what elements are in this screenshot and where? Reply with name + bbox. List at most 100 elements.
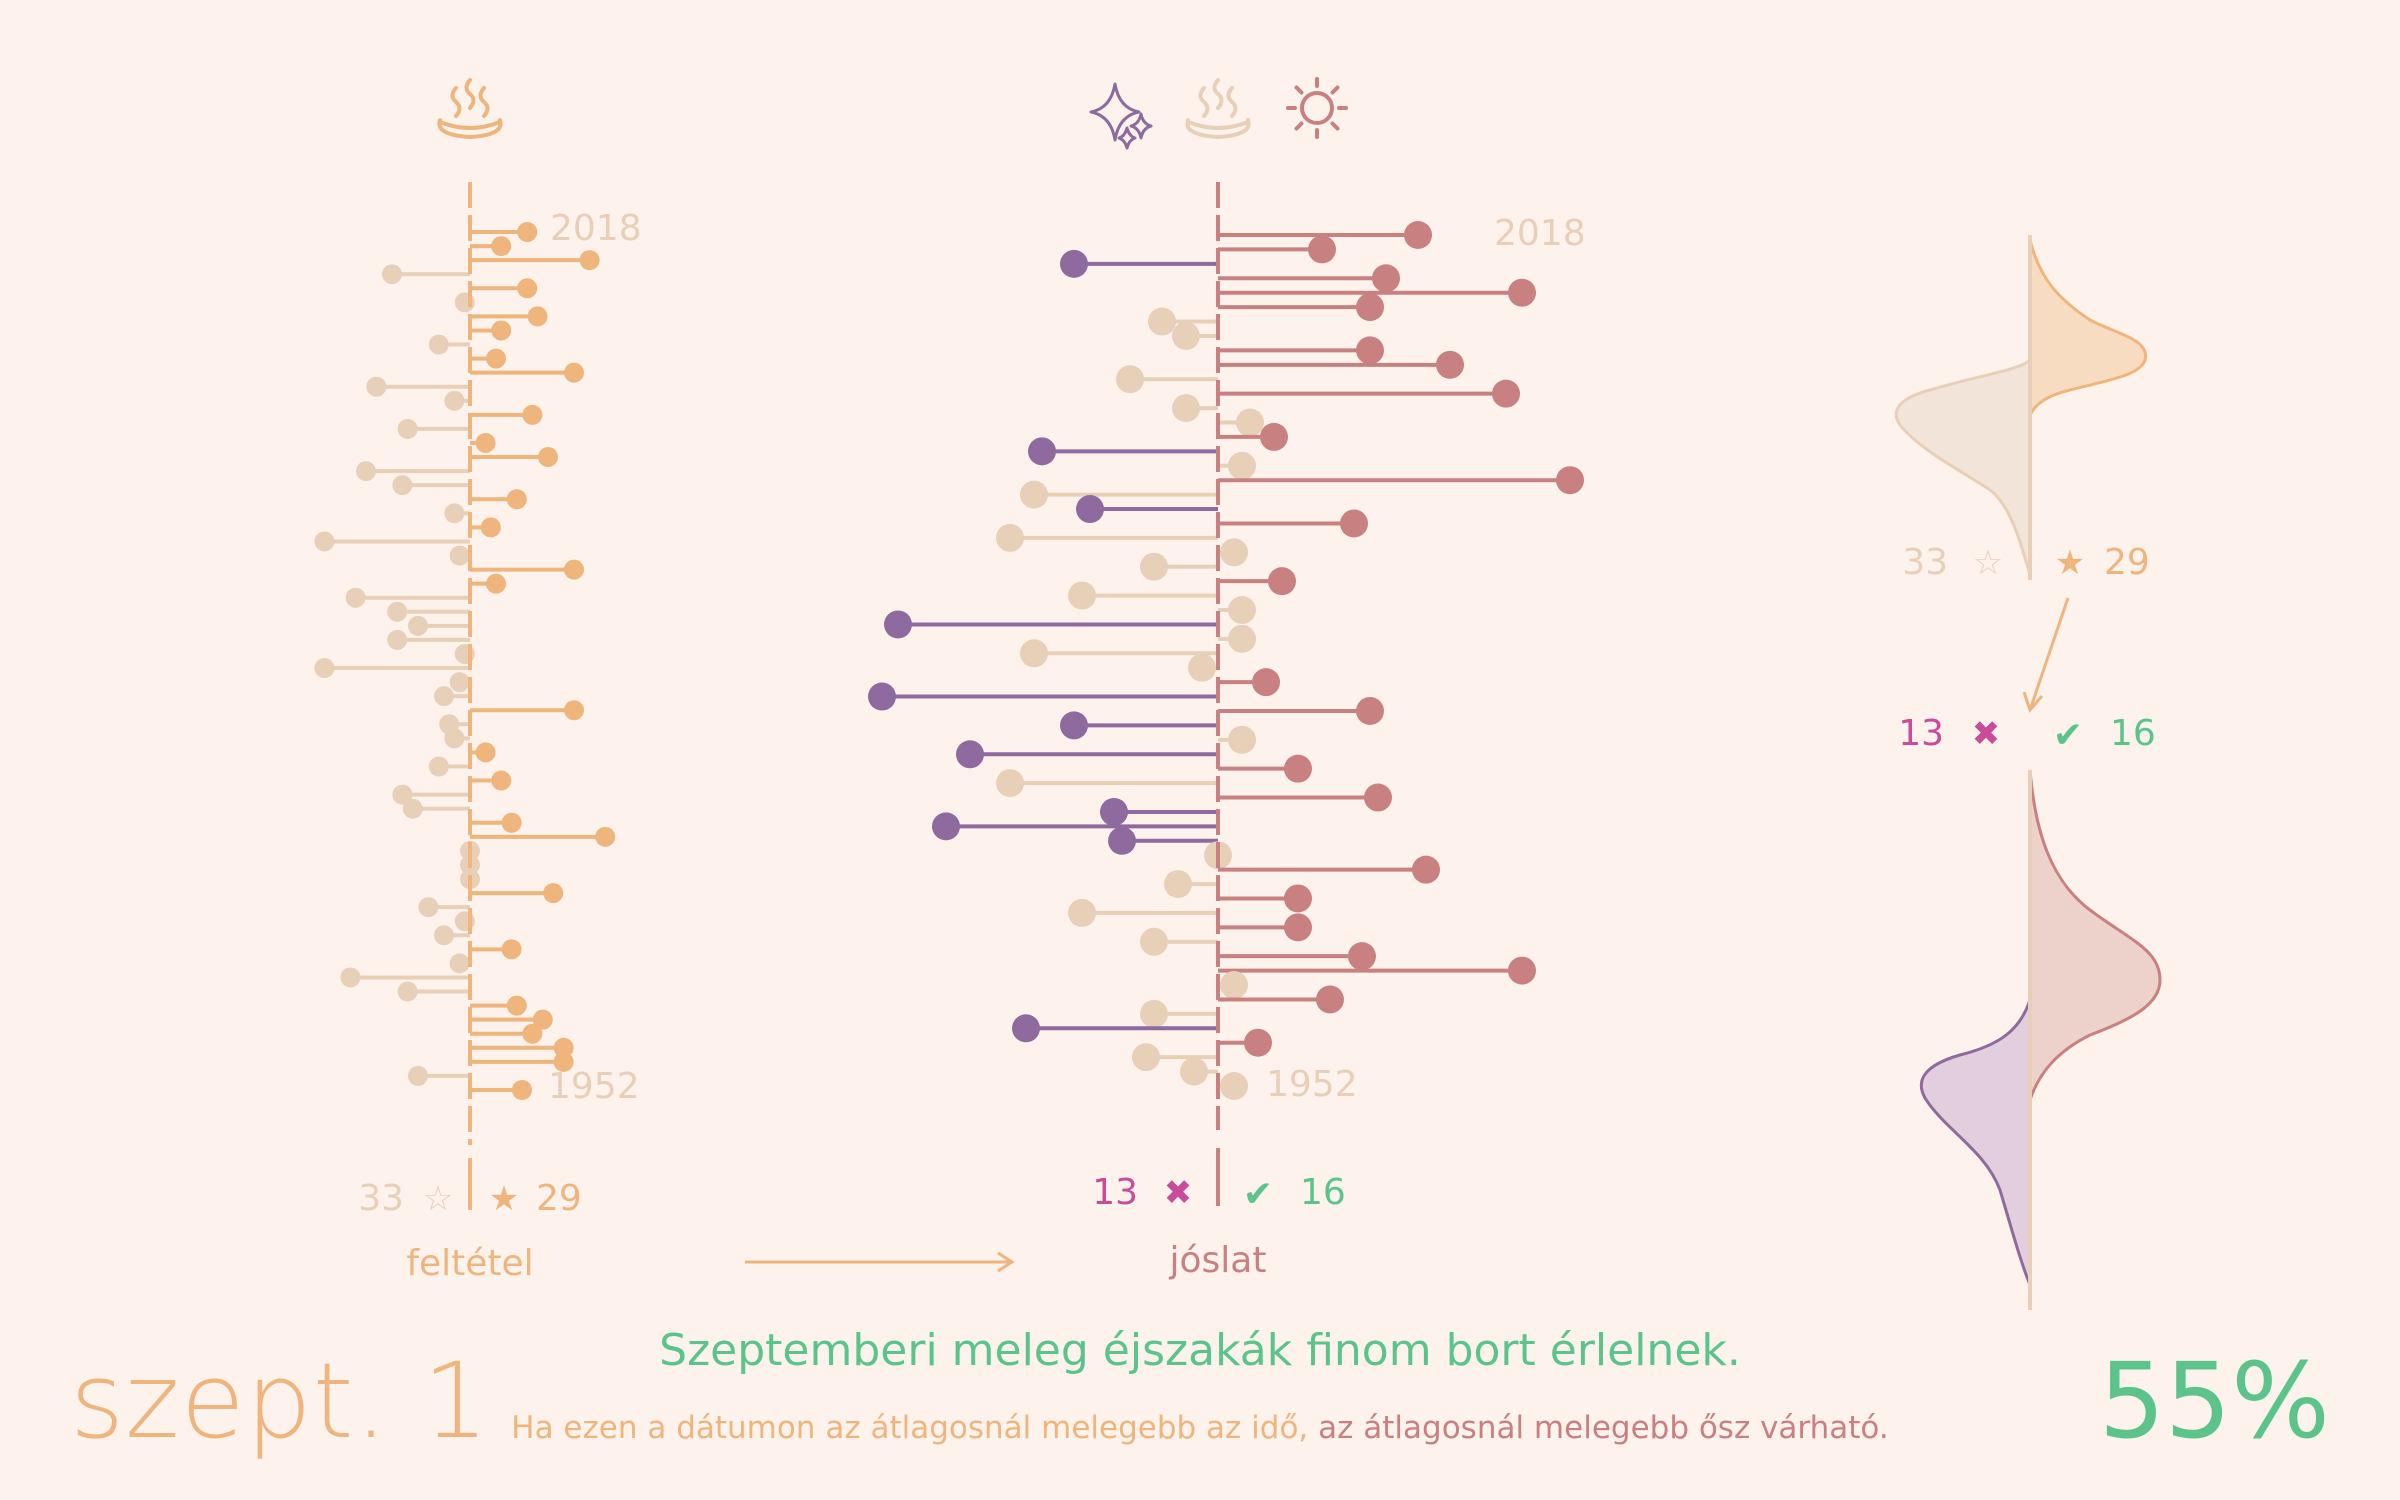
forecast-dot [1060, 711, 1088, 740]
condition-dot [449, 545, 470, 566]
forecast-dot [1508, 956, 1536, 985]
forecast-dot [1140, 552, 1168, 581]
accuracy-percent: 55% [2098, 1340, 2330, 1462]
condition-dot [491, 770, 512, 791]
subline: Ha ezen a dátumon az átlagosnál melegebb… [0, 1410, 2400, 1446]
forecast-dot [1308, 235, 1336, 264]
forecast-dot [1020, 639, 1048, 668]
sun-icon [1286, 77, 1348, 139]
condition-dot [564, 362, 584, 383]
left-year-bottom: 1952 [548, 1066, 640, 1107]
right-count-wrong: 13 [1898, 713, 1944, 754]
star-filled-icon: ★ [489, 1179, 519, 1219]
star-outline-icon: ☆ [1973, 543, 2003, 583]
condition-dot [564, 700, 584, 721]
condition-dot [428, 756, 449, 777]
check-icon: ✔ [2053, 715, 2083, 756]
star-filled-icon: ★ [2055, 543, 2085, 583]
condition-density-below [1894, 356, 2032, 576]
date-label: szept. 1 [70, 1340, 490, 1462]
hot-spring-icon [1185, 78, 1251, 140]
left-count-above: 29 [536, 1178, 582, 1219]
sub-condition: Ha ezen a dátumon az átlagosnál melegebb… [511, 1410, 1309, 1446]
forecast-dot [1172, 321, 1200, 350]
forecast-dot [1020, 480, 1048, 509]
forecast-dot [1340, 509, 1368, 538]
condition-dot [480, 517, 501, 538]
forecast-dot [1372, 264, 1400, 293]
forecast-dot [1228, 725, 1256, 754]
condition-dot [340, 967, 361, 988]
forecast-dot [1028, 437, 1056, 466]
forecast-dot [1164, 870, 1192, 899]
forecast-label: jóslat [1169, 1240, 1267, 1281]
forecast-dot [1132, 1043, 1160, 1072]
forecast-dot [1076, 495, 1104, 524]
condition-dot [402, 798, 423, 819]
forecast-dot [1268, 567, 1296, 596]
forecast-dot [1012, 1014, 1040, 1043]
forecast-dot [1140, 999, 1168, 1028]
sub-outcome: az átlagosnál melegebb ősz várható. [1318, 1410, 1889, 1446]
forecast-dot [1356, 696, 1384, 725]
arrow-down-icon [2022, 597, 2070, 713]
right-count-below: 33 [1902, 542, 1948, 583]
forecast-dot [1220, 971, 1248, 1000]
condition-dot [486, 573, 506, 594]
forecast-dot [1348, 942, 1376, 971]
left-count-below: 33 [358, 1178, 404, 1219]
condition-dot [392, 784, 413, 805]
forecast-dot [1356, 336, 1384, 365]
forecast-dot [1412, 855, 1440, 884]
forecast-dot [1068, 898, 1096, 927]
sparkles-icon [1089, 82, 1153, 150]
condition-dot [517, 278, 538, 299]
condition-dot [522, 404, 543, 425]
condition-label: feltétel [406, 1243, 533, 1284]
forecast-dot [1228, 624, 1256, 653]
forecast-dot [1140, 927, 1168, 956]
arrow-right-icon [745, 1251, 1015, 1273]
condition-dot [506, 995, 527, 1016]
condition-lollipops [314, 222, 616, 1100]
condition-dot [444, 390, 465, 411]
condition-dot [553, 1037, 574, 1058]
forecast-dot [1068, 581, 1096, 610]
star-outline-icon: ☆ [423, 1179, 453, 1219]
forecast-dot [1236, 408, 1264, 437]
condition-dot [428, 334, 449, 355]
forecast-dot [1220, 1072, 1248, 1100]
forecast-dot [1180, 1057, 1208, 1086]
forecast-dot [1060, 249, 1088, 278]
condition-dot [538, 447, 558, 468]
condition-dot [595, 826, 616, 847]
condition-dot [397, 418, 418, 439]
forecast-dot [1364, 783, 1392, 812]
forecast-dot [1508, 278, 1536, 307]
forecast-dot [932, 812, 960, 841]
forecast-dot [996, 523, 1024, 552]
condition-dot [506, 489, 527, 510]
condition-dot [491, 320, 512, 341]
check-icon: ✔ [1243, 1174, 1273, 1215]
forecast-dot [1284, 913, 1312, 942]
forecast-dot [1492, 379, 1520, 408]
mid-year-top: 2018 [1494, 213, 1586, 254]
condition-dot [512, 1080, 532, 1100]
forecast-dot [996, 769, 1024, 798]
forecast-density-below [1919, 999, 2032, 1286]
condition-dot [382, 264, 402, 285]
left-year-top: 2018 [550, 208, 642, 249]
forecast-dot [1228, 451, 1256, 480]
condition-dot [356, 461, 376, 482]
condition-dot [345, 587, 366, 608]
condition-dot [486, 348, 506, 369]
condition-dot [579, 250, 600, 271]
forecast-dot [1260, 422, 1288, 451]
condition-dot [517, 222, 538, 242]
forecast-dot [1436, 350, 1464, 379]
forecast-dot [1252, 668, 1280, 697]
forecast-dot [1284, 884, 1312, 913]
forecast-dot [1100, 797, 1128, 826]
mid-count-wrong: 13 [1092, 1172, 1138, 1213]
